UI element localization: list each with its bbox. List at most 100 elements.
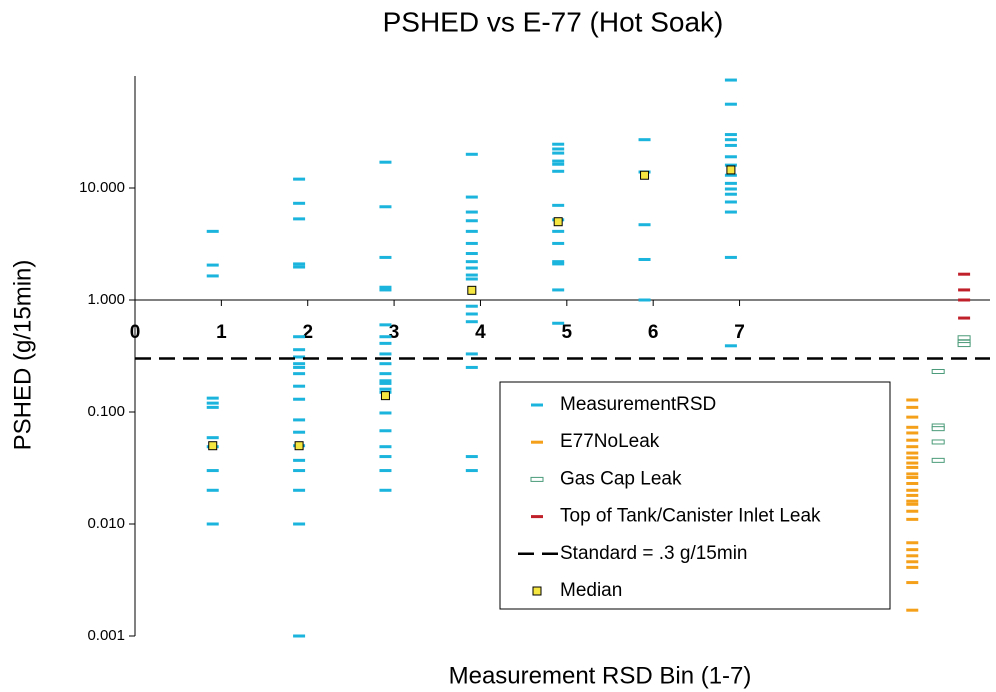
point	[931, 368, 945, 374]
point	[906, 488, 919, 492]
point	[293, 265, 306, 269]
point	[465, 229, 478, 233]
point	[906, 425, 919, 429]
point	[724, 200, 737, 204]
point	[206, 469, 219, 473]
point	[293, 362, 306, 366]
point	[957, 342, 971, 348]
point	[552, 147, 565, 151]
point	[906, 560, 919, 564]
x-tick-label: 6	[648, 322, 659, 343]
point	[906, 476, 919, 480]
y-tick-label: 0.100	[87, 403, 125, 420]
point	[465, 219, 478, 223]
point	[724, 143, 737, 147]
legend-swatch	[531, 515, 543, 519]
point	[906, 451, 919, 455]
point	[293, 488, 306, 492]
point	[906, 554, 919, 558]
point	[380, 391, 390, 401]
point	[465, 320, 478, 324]
legend-swatch	[532, 586, 542, 596]
point	[293, 469, 306, 473]
point	[293, 397, 306, 401]
point	[552, 260, 565, 264]
point	[465, 312, 478, 316]
point	[552, 321, 565, 325]
point	[552, 169, 565, 173]
point	[465, 273, 478, 277]
point	[640, 170, 650, 180]
point	[206, 274, 219, 278]
point	[957, 335, 971, 341]
point	[906, 461, 919, 465]
point	[906, 481, 919, 485]
point	[465, 266, 478, 270]
point	[724, 163, 737, 167]
point	[724, 255, 737, 259]
point	[906, 405, 919, 409]
legend-box	[499, 381, 891, 610]
y-tick-label: 10.000	[79, 179, 125, 196]
point	[293, 348, 306, 352]
point	[906, 541, 919, 545]
point	[379, 285, 392, 289]
y-tick-label: 0.010	[87, 515, 125, 532]
legend-swatch	[531, 440, 543, 444]
point	[465, 152, 478, 156]
point	[293, 217, 306, 221]
point	[206, 522, 219, 526]
legend-label: E77NoLeak	[560, 431, 660, 452]
point	[552, 241, 565, 245]
point	[465, 455, 478, 459]
x-tick-label: 1	[216, 322, 227, 343]
point	[906, 398, 919, 402]
point	[293, 335, 306, 339]
point	[724, 155, 737, 159]
point	[724, 78, 737, 82]
point	[379, 429, 392, 433]
point	[906, 565, 919, 569]
chart-title: PSHED vs E-77 (Hot Soak)	[383, 6, 724, 37]
point	[465, 260, 478, 264]
point	[906, 499, 919, 503]
point	[906, 608, 919, 612]
point	[958, 288, 971, 292]
point	[379, 362, 392, 366]
point	[724, 192, 737, 196]
point	[906, 465, 919, 469]
point	[906, 438, 919, 442]
point	[931, 439, 945, 445]
point	[379, 335, 392, 339]
point	[553, 217, 563, 227]
point	[206, 396, 219, 400]
point	[379, 488, 392, 492]
point	[906, 517, 919, 521]
point	[552, 142, 565, 146]
point	[906, 431, 919, 435]
point	[931, 426, 945, 432]
point	[465, 277, 478, 281]
point	[293, 458, 306, 462]
point	[958, 298, 971, 302]
point	[465, 252, 478, 256]
point	[906, 472, 919, 476]
point	[724, 102, 737, 106]
point	[465, 241, 478, 245]
point	[293, 262, 306, 266]
legend-label: Gas Cap Leak	[560, 468, 682, 489]
x-tick-label: 7	[734, 322, 745, 343]
point	[638, 257, 651, 261]
point	[906, 548, 919, 552]
legend-label: Top of Tank/Canister Inlet Leak	[560, 506, 821, 527]
point	[724, 187, 737, 191]
point	[293, 634, 306, 638]
point	[465, 195, 478, 199]
point	[379, 411, 392, 415]
x-tick-label: 3	[389, 322, 400, 343]
point	[206, 436, 219, 440]
point	[379, 341, 392, 345]
point	[206, 263, 219, 267]
point	[931, 457, 945, 463]
